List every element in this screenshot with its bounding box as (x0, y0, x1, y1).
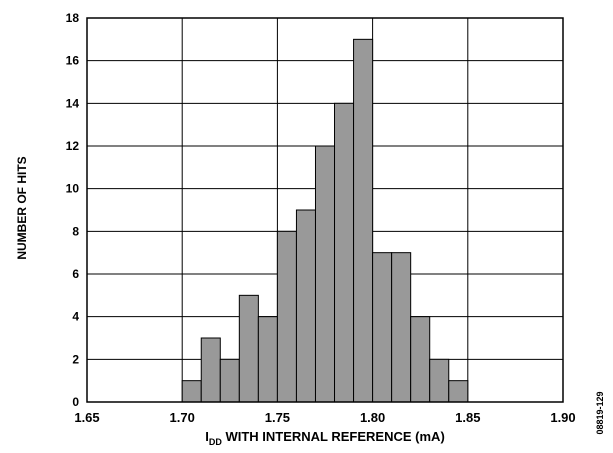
histogram-bar (295, 209, 316, 403)
y-tick-labels: 0 2 4 6 8 10 12 14 16 18 (66, 11, 80, 409)
x-axis-label: IDD WITH INTERNAL REFERENCE (mA) (205, 429, 445, 447)
plot-frame (86, 17, 564, 403)
x-axis-label-main: I (205, 429, 209, 444)
y-tick-label: 6 (72, 267, 79, 281)
y-tick-label: 16 (66, 54, 80, 68)
y-tick-label: 12 (66, 139, 80, 153)
x-tick-label: 1.65 (74, 410, 99, 425)
bars-group (181, 38, 469, 403)
histogram-bar (429, 358, 450, 403)
y-tick-label: 4 (72, 310, 79, 324)
x-axis-label-subscript: DD (209, 437, 222, 447)
figure-id: 08819-129 (595, 391, 605, 434)
x-tick-labels: 1.65 1.70 1.75 1.80 1.85 1.90 (74, 410, 575, 425)
y-axis-label: NUMBER OF HITS (15, 156, 29, 259)
x-tick-label: 1.80 (360, 410, 385, 425)
histogram-bar (353, 38, 374, 403)
histogram-bar (257, 316, 278, 403)
histogram-bar (410, 316, 431, 403)
histogram-bar (448, 380, 469, 403)
y-tick-label: 18 (66, 11, 80, 25)
y-tick-label: 0 (72, 395, 79, 409)
x-axis-label-rest: WITH INTERNAL REFERENCE (mA) (222, 429, 445, 444)
histogram-bar (372, 252, 393, 403)
histogram-bar (219, 358, 240, 403)
histogram-bar (238, 294, 259, 403)
histogram-bar (200, 337, 221, 403)
x-tick-label: 1.90 (550, 410, 575, 425)
x-tick-label: 1.70 (170, 410, 195, 425)
y-tick-label: 14 (66, 96, 80, 110)
histogram-bar (276, 230, 297, 403)
y-tick-label: 2 (72, 352, 79, 366)
x-tick-label: 1.75 (265, 410, 290, 425)
histogram-bar (391, 252, 412, 403)
x-tick-label: 1.85 (455, 410, 480, 425)
histogram-bar (334, 102, 355, 403)
histogram-bar (181, 380, 202, 403)
y-tick-label: 8 (72, 224, 79, 238)
histogram-bar (314, 145, 336, 403)
y-tick-label: 10 (66, 182, 80, 196)
